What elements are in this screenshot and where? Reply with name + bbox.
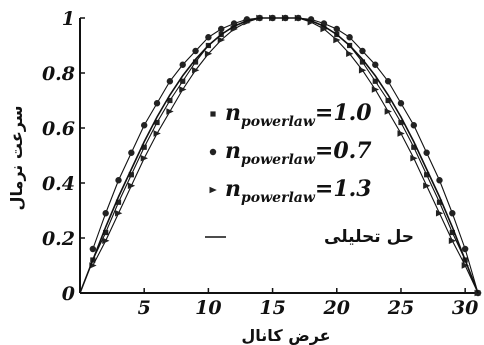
series-4 — [79, 17, 479, 294]
series-point — [461, 262, 469, 269]
series-point — [448, 237, 457, 244]
y-tick-label: 0.8 — [42, 63, 75, 85]
series-point — [192, 59, 199, 65]
y-tick-label: 0.2 — [42, 228, 75, 250]
series-point — [115, 210, 123, 217]
legend-label: npowerlaw=1.3 — [225, 176, 372, 206]
series-point — [372, 61, 379, 68]
series-point — [397, 100, 405, 107]
series-point — [333, 36, 341, 44]
series-line — [79, 17, 479, 294]
series-point — [103, 229, 109, 236]
series-point — [435, 210, 444, 217]
y-axis-label: سرعت نرمال — [7, 106, 26, 211]
legend-label: npowerlaw=1.0 — [225, 100, 372, 130]
x-tick-label: 15 — [259, 297, 285, 319]
series-point — [346, 50, 354, 57]
series-point — [205, 34, 212, 41]
series-point — [461, 245, 469, 253]
series-point — [153, 100, 161, 107]
series-point — [166, 108, 174, 115]
series-point — [449, 229, 455, 236]
series-point — [398, 119, 404, 126]
series-point — [411, 144, 417, 150]
y-tick-label: 1 — [62, 8, 75, 30]
y-tick-label: 0.6 — [42, 118, 75, 140]
series-point — [179, 61, 186, 68]
series-point — [359, 59, 366, 65]
y-tick-label: 0.4 — [42, 173, 75, 195]
series-point — [371, 86, 380, 93]
series-2 — [89, 14, 482, 297]
series-point — [359, 47, 366, 55]
legend-marker — [210, 111, 216, 117]
series-point — [141, 144, 147, 150]
series-point — [127, 182, 136, 189]
x-axis-label: عرض کانال — [241, 326, 330, 345]
series-point — [385, 97, 391, 104]
series-point — [372, 78, 378, 84]
series-point — [436, 177, 443, 184]
series-point — [346, 34, 353, 41]
legend: npowerlaw=1.0 npowerlaw=0.7 npowerlaw=1.3 ح… — [205, 100, 414, 247]
axes — [79, 18, 478, 294]
series-point — [115, 199, 122, 205]
series-point — [154, 119, 160, 126]
series-point — [410, 122, 418, 129]
series-point — [153, 130, 161, 137]
series-point — [333, 25, 340, 33]
legend-label: حل تحلیلی — [324, 227, 414, 247]
series-point — [89, 245, 97, 253]
series-point — [166, 78, 174, 85]
series-point — [423, 149, 430, 156]
x-tick-label: 30 — [452, 297, 478, 319]
series-point — [192, 47, 199, 55]
x-tick-label: 5 — [138, 297, 151, 319]
series-point — [102, 210, 109, 217]
x-tick-label: 10 — [195, 297, 221, 319]
series-point — [410, 155, 418, 162]
series-point — [180, 78, 186, 84]
x-tick-label: 25 — [387, 297, 414, 319]
series-point — [218, 25, 225, 33]
series-point — [204, 50, 213, 57]
series-point — [384, 78, 392, 85]
y-tick-label: 0 — [62, 283, 75, 305]
series-point — [167, 97, 173, 104]
legend-marker — [209, 148, 217, 156]
series-point — [358, 67, 367, 74]
series-point — [424, 172, 430, 178]
series-point — [384, 108, 392, 115]
series-point — [217, 36, 226, 44]
series-point — [436, 199, 443, 205]
series-point — [179, 86, 187, 93]
series-point — [102, 237, 110, 244]
series-point — [115, 177, 122, 184]
series-point — [243, 18, 251, 26]
series-point — [140, 122, 148, 129]
legend-label: npowerlaw=0.7 — [225, 138, 372, 168]
legend-marker — [209, 186, 217, 194]
series-point — [397, 130, 405, 137]
x-tick-label: 20 — [323, 297, 350, 319]
series-point — [449, 210, 456, 217]
series-point — [474, 289, 482, 297]
series-point — [140, 155, 148, 162]
series-point — [128, 149, 135, 156]
series-point — [128, 172, 134, 178]
series-point — [192, 67, 200, 74]
series-point — [423, 182, 431, 189]
series-point — [320, 25, 328, 33]
